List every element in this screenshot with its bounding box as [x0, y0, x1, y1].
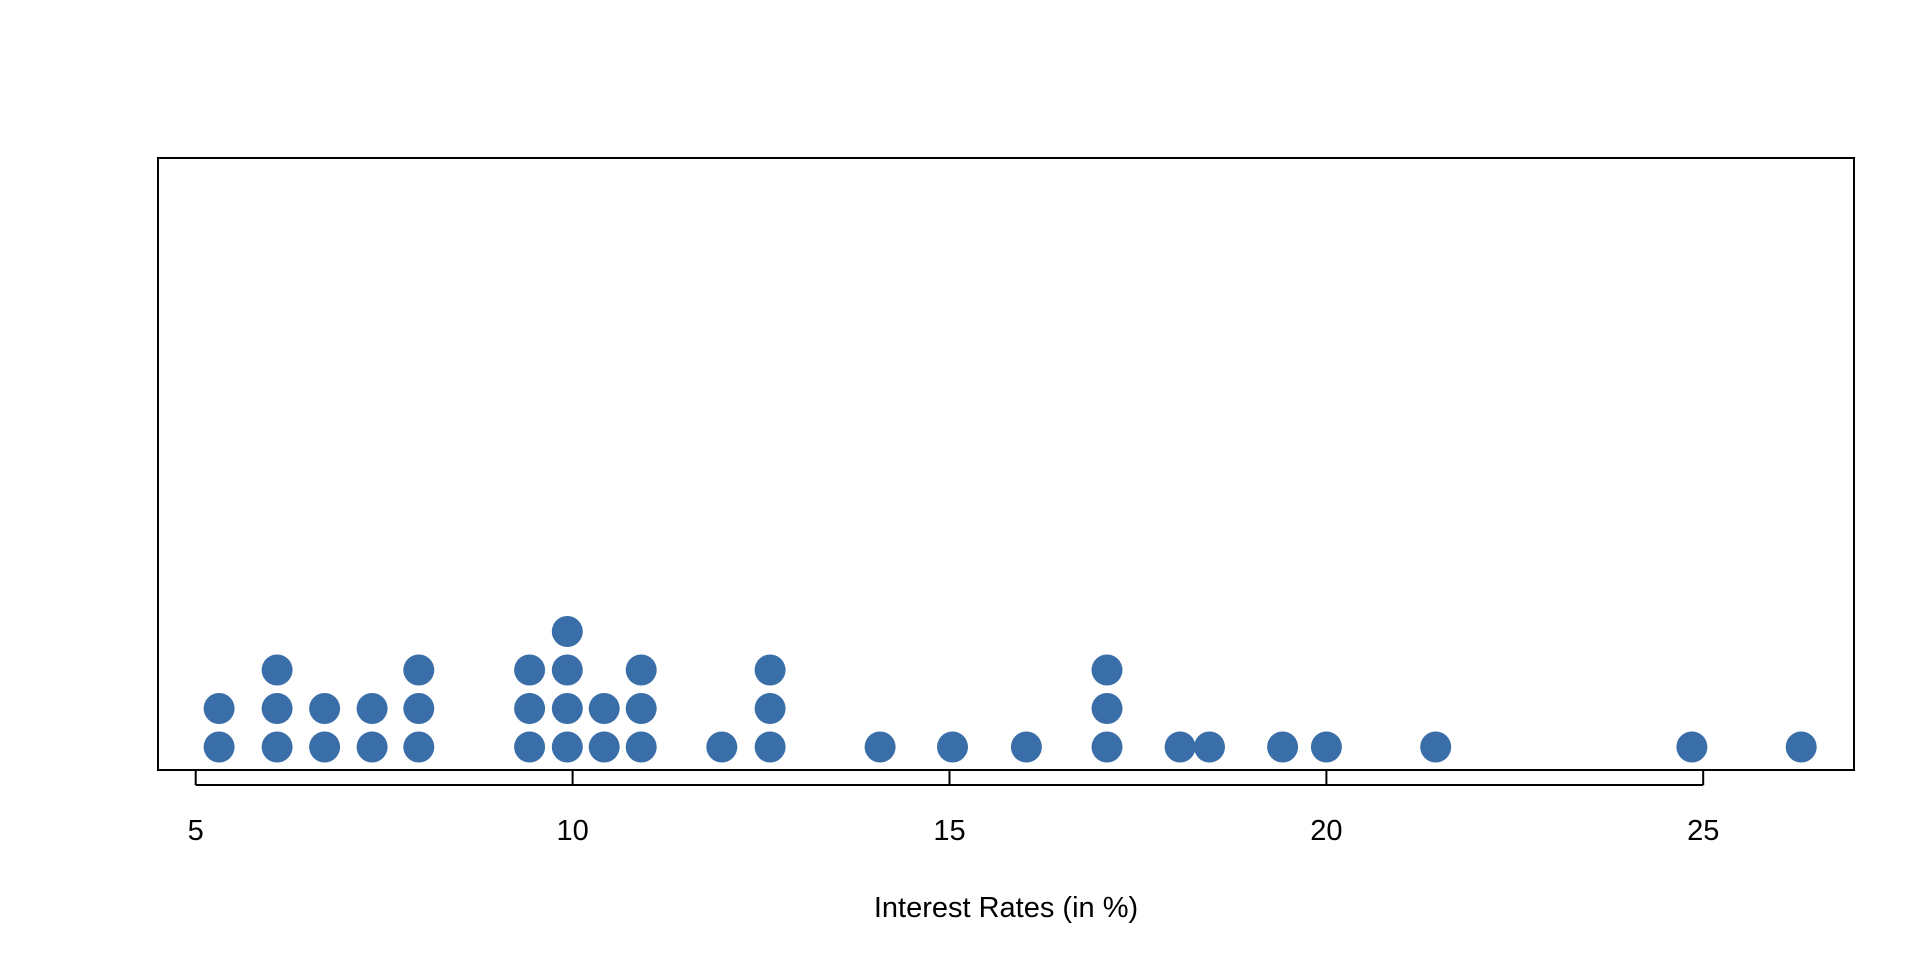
data-point [309, 693, 341, 724]
data-point [403, 654, 435, 686]
data-point [1091, 731, 1123, 763]
data-point [754, 731, 786, 763]
data-points [203, 616, 1817, 763]
plot-frame [157, 157, 1855, 771]
data-point [551, 731, 583, 763]
x-tick-label: 20 [1310, 815, 1342, 847]
data-point [261, 731, 293, 763]
data-point [1091, 693, 1123, 724]
data-point [1194, 731, 1225, 763]
data-point [1676, 731, 1708, 763]
data-point [1164, 731, 1196, 763]
data-point [203, 693, 235, 724]
x-axis-ticks: 5 10 15 20 25 [188, 770, 1719, 847]
data-point [309, 731, 341, 763]
data-point [1785, 731, 1817, 763]
data-point [754, 654, 786, 686]
data-point [514, 693, 546, 724]
data-point [625, 731, 657, 763]
data-point [514, 654, 546, 686]
x-axis: 5 10 15 20 25 [188, 770, 1719, 847]
data-point [1267, 731, 1299, 763]
data-point [403, 731, 435, 763]
x-tick-label: 5 [188, 815, 204, 847]
data-point [1091, 654, 1123, 686]
data-point [864, 731, 896, 763]
data-point [1010, 731, 1042, 763]
data-point [261, 654, 293, 686]
data-point [754, 693, 786, 724]
x-axis-title: Interest Rates (in %) [874, 892, 1138, 924]
data-point [551, 693, 583, 724]
data-point [706, 731, 738, 763]
data-point [551, 616, 583, 647]
data-point [937, 731, 968, 763]
data-point [261, 693, 293, 724]
data-point [356, 693, 388, 724]
data-point [514, 731, 546, 763]
x-tick-label: 25 [1687, 815, 1719, 847]
data-point [1420, 731, 1452, 763]
x-tick-label: 10 [556, 815, 588, 847]
x-tick-label: 15 [933, 815, 965, 847]
data-point [1310, 731, 1342, 763]
data-point [403, 693, 435, 724]
data-point [551, 654, 583, 686]
data-point [588, 731, 620, 763]
data-point [203, 731, 235, 763]
data-point [625, 654, 657, 686]
data-point [356, 731, 388, 763]
data-point [588, 693, 620, 724]
data-point [625, 693, 657, 724]
